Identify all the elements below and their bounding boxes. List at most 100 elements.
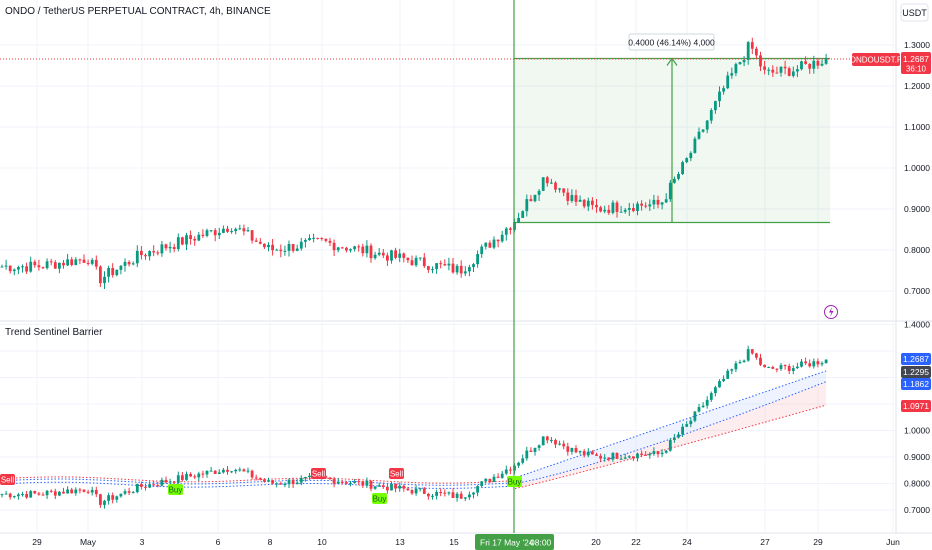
candle-body: [242, 228, 246, 232]
candle-body: [734, 363, 738, 370]
candle-body: [369, 480, 373, 489]
candle-body: [492, 476, 496, 482]
candle-body: [472, 264, 475, 268]
candle-body: [689, 152, 693, 159]
candle-body: [529, 199, 533, 202]
candle-body: [201, 473, 205, 475]
candle-body: [263, 479, 266, 482]
candle-body: [340, 247, 344, 249]
candle-body: [185, 473, 188, 480]
candle-body: [705, 120, 709, 130]
candle-body: [94, 489, 98, 495]
candle-body: [295, 248, 299, 251]
candle-body: [185, 235, 188, 245]
candle-body: [496, 476, 500, 478]
chart-title: ONDO / TetherUS PERPETUAL CONTRACT, 4h, …: [5, 6, 271, 17]
candle-body: [373, 254, 377, 259]
candle-body: [447, 263, 451, 266]
candle-body: [201, 234, 205, 236]
candle-body: [545, 177, 549, 184]
candle-body: [677, 174, 680, 179]
currency-button[interactable]: [900, 3, 929, 22]
candle-body: [349, 249, 352, 251]
candle-body: [390, 483, 393, 491]
candle-body: [123, 261, 127, 266]
candle-body: [267, 244, 270, 248]
candle-body: [8, 493, 12, 498]
measure-range[interactable]: [514, 57, 830, 224]
candle-body: [468, 267, 471, 272]
candle-body: [144, 255, 147, 257]
x-tick: 20: [591, 537, 601, 547]
candle-body: [107, 268, 110, 277]
candle-body: [664, 450, 668, 453]
candle-body: [304, 477, 307, 479]
candle-body: [636, 453, 639, 459]
candle-body: [41, 267, 45, 269]
main-y-tick: 1.2000: [904, 81, 930, 91]
main-y-tick: 0.7000: [904, 286, 930, 296]
candle-body: [242, 469, 246, 472]
candle-body: [701, 405, 705, 408]
candle-body: [541, 436, 545, 446]
candle-body: [336, 481, 340, 484]
currency-button-label: USDT: [902, 8, 927, 18]
candle-body: [41, 494, 45, 496]
last-price-badge: [901, 52, 931, 74]
svg-text:Sell: Sell: [312, 470, 326, 479]
candle-body: [504, 228, 508, 235]
grid: [0, 0, 896, 533]
candle-body: [668, 440, 672, 451]
indicator-bands: [1, 370, 827, 490]
candle-body: [697, 407, 701, 412]
candle-body: [537, 445, 541, 448]
candle-body: [463, 271, 467, 274]
candle-body: [582, 451, 586, 456]
candle-body: [660, 202, 664, 205]
candle-body: [521, 211, 525, 218]
candle-body: [627, 207, 631, 210]
ind-y-tick: 1.4000: [904, 320, 930, 330]
candle-body: [673, 437, 676, 441]
ind-y-tick: 0.7000: [904, 505, 930, 515]
candle-body: [357, 246, 361, 248]
candle-body: [755, 353, 758, 358]
candle-body: [37, 493, 41, 495]
candle-body: [234, 469, 238, 472]
candle-body: [410, 260, 414, 266]
crosshair-time-label: 08:00: [530, 538, 552, 548]
candle-body: [632, 456, 635, 459]
candle-body: [783, 66, 787, 69]
candle-body: [197, 234, 201, 241]
candle-body: [570, 195, 574, 201]
candle-body: [70, 489, 74, 494]
candle-body: [279, 249, 283, 252]
candle-body: [578, 199, 582, 202]
candle-body: [168, 246, 172, 249]
candle-body: [353, 481, 356, 483]
candle-body: [115, 269, 119, 276]
candle-body: [29, 261, 33, 272]
candle-body: [406, 257, 410, 261]
candle-body: [578, 451, 582, 453]
ind-lower-badge: [901, 378, 931, 390]
candle-body: [406, 488, 410, 491]
candle-body: [156, 252, 160, 254]
candle-body: [45, 261, 49, 269]
candle-body: [398, 253, 402, 258]
candle-body: [451, 492, 455, 498]
candle-body: [796, 69, 799, 72]
candle-body: [623, 209, 627, 212]
candle-body: [742, 59, 746, 63]
crosshair-date-label: Fri 17 May '24: [480, 538, 534, 548]
candle-body: [591, 451, 594, 455]
candle-body: [545, 436, 549, 441]
candle-body: [677, 434, 680, 438]
candle-body: [21, 494, 24, 496]
candle-body: [21, 266, 24, 268]
candle-body: [213, 470, 217, 474]
candle-body: [324, 238, 328, 241]
candle-body: [484, 242, 488, 247]
candle-body: [49, 261, 53, 263]
